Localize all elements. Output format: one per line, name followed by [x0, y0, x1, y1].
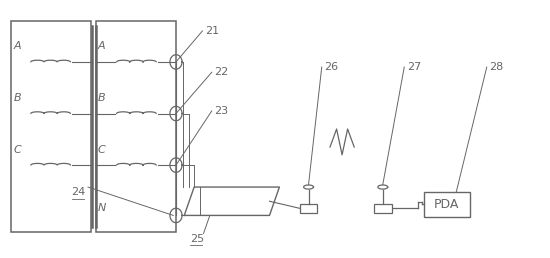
Text: 27: 27 — [407, 62, 421, 72]
Text: C: C — [14, 145, 21, 155]
Text: PDA: PDA — [434, 198, 460, 211]
Text: 28: 28 — [490, 62, 504, 72]
FancyBboxPatch shape — [374, 204, 392, 213]
Text: A: A — [14, 42, 21, 51]
Text: 22: 22 — [214, 67, 229, 77]
Text: A: A — [98, 42, 106, 51]
Text: B: B — [98, 93, 106, 103]
Text: 26: 26 — [324, 62, 339, 72]
FancyBboxPatch shape — [11, 21, 91, 232]
FancyBboxPatch shape — [300, 204, 317, 213]
Text: B: B — [14, 93, 21, 103]
Text: 23: 23 — [214, 106, 229, 116]
Text: 21: 21 — [205, 26, 219, 36]
Text: C: C — [98, 145, 106, 155]
FancyBboxPatch shape — [424, 192, 470, 217]
Text: 24: 24 — [72, 187, 86, 197]
FancyBboxPatch shape — [96, 21, 176, 232]
Text: 25: 25 — [190, 234, 204, 244]
Text: N: N — [98, 203, 106, 213]
